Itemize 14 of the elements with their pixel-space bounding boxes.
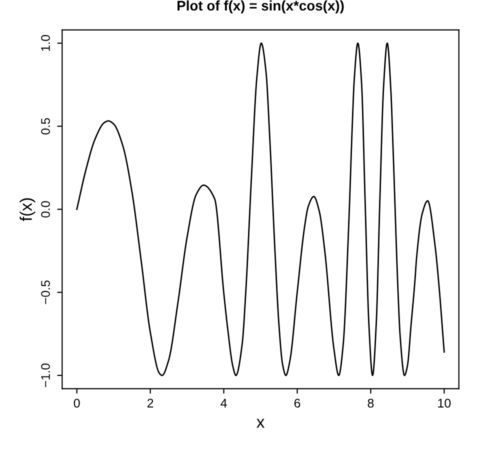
y-tick-label: 1.0 (41, 34, 50, 51)
y-tick-label: −1.0 (41, 364, 50, 388)
x-axis-title: x (256, 418, 264, 428)
y-tick-label: −0.5 (41, 280, 50, 304)
x-tick-label: 2 (147, 398, 154, 408)
x-tick-label: 10 (438, 398, 451, 408)
x-tick-label: 8 (368, 398, 374, 408)
chart-title: Plot of f(x) = sin(x*cos(x)) (178, 0, 344, 14)
y-tick-label: 0.0 (41, 201, 50, 218)
y-tick-label: 0.5 (41, 118, 50, 134)
x-tick-label: 4 (220, 398, 227, 408)
x-tick-label: 6 (294, 398, 300, 408)
y-axis-title: f(x) (20, 198, 36, 222)
x-tick-label: 0 (74, 398, 80, 408)
